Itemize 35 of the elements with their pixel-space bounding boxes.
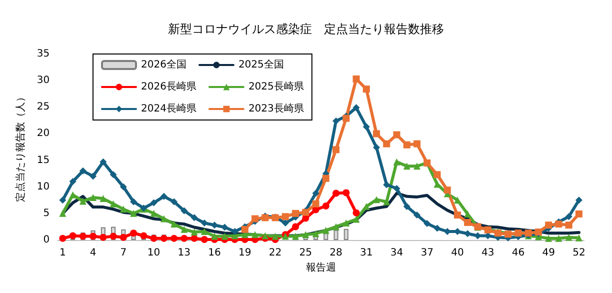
- y-tick-label: 10: [36, 181, 50, 192]
- x-tick-label: 16: [208, 248, 221, 258]
- x-tick-label: 22: [268, 248, 282, 258]
- x-axis-title: 報告週: [306, 261, 336, 274]
- x-tick-label: 10: [147, 248, 160, 258]
- x-tick-label: 37: [420, 248, 434, 258]
- legend-label: 2024長崎県: [141, 102, 196, 114]
- y-tick-label: 30: [36, 75, 50, 86]
- y-axis-title: 定点当たり報告数（人）: [14, 92, 26, 202]
- y-tick-label: 35: [36, 48, 50, 60]
- legend-label: 2025長崎県: [248, 80, 304, 92]
- y-tick-label: 15: [36, 154, 50, 166]
- x-tick-label: 49: [542, 248, 555, 258]
- x-tick-label: 19: [238, 248, 252, 258]
- x-tick-label: 34: [390, 248, 404, 258]
- x-tick-label: 1: [60, 248, 66, 258]
- y-tick-label: 20: [36, 128, 50, 140]
- legend-label: 2025全国: [238, 58, 284, 70]
- legend-label: 2023長崎県: [248, 102, 304, 114]
- x-tick-label: 28: [330, 248, 342, 258]
- y-tick-label: 25: [36, 102, 50, 113]
- x-tick-label: 4: [90, 248, 96, 258]
- legend-label: 2026長崎県: [141, 80, 196, 92]
- x-tick-label: 52: [572, 248, 586, 258]
- x-tick-label: 43: [481, 248, 494, 258]
- x-tick-label: 31: [360, 248, 373, 258]
- y-tick-label: 5: [43, 208, 50, 219]
- x-tick-label: 40: [451, 248, 464, 258]
- x-tick-label: 7: [120, 248, 127, 258]
- x-tick-label: 46: [512, 248, 525, 258]
- y-tick-label: 0: [43, 234, 50, 246]
- chart-title: 新型コロナウイルス感染症 定点当たり報告数推移: [168, 22, 444, 36]
- legend-label: 2026全国: [141, 58, 186, 70]
- x-tick-label: 25: [299, 248, 312, 258]
- x-tick-label: 13: [178, 248, 191, 258]
